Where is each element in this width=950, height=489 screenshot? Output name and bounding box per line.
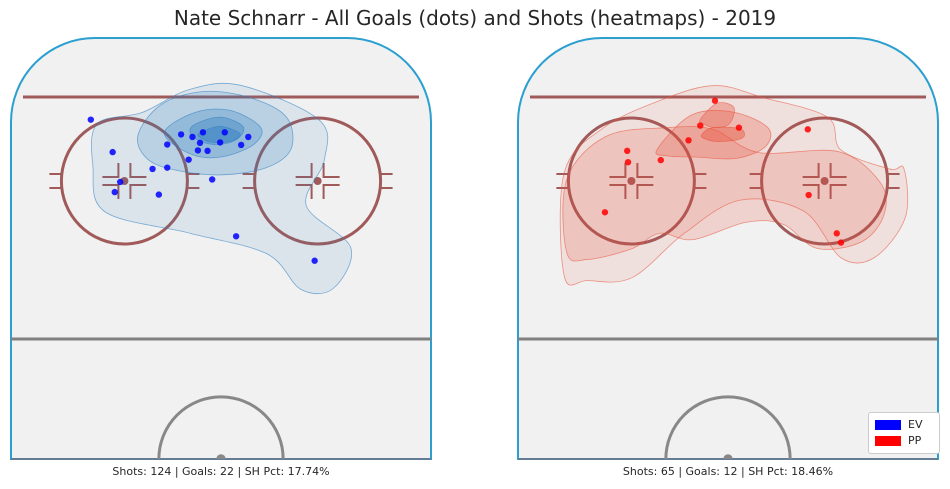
goal-dot <box>601 209 609 216</box>
goal-dot <box>189 133 196 141</box>
pp-rink-panel <box>517 37 939 460</box>
faceoff-circle-right <box>760 116 890 246</box>
hash-mark <box>322 184 340 199</box>
heatmap-level-5 <box>197 126 241 144</box>
rink-boards <box>10 37 432 460</box>
goal-dot <box>657 156 664 164</box>
faceoff-circle-right <box>253 116 383 246</box>
goal-dot <box>237 141 245 149</box>
goal-dot <box>735 124 743 131</box>
hash-mark <box>829 163 847 178</box>
goal-dot <box>232 233 240 240</box>
faceoff-circle-left <box>59 116 189 246</box>
goal-dot <box>111 188 118 196</box>
goal-dot <box>149 165 156 173</box>
goal-dot <box>624 158 632 166</box>
heatmap-level-3 <box>163 108 263 159</box>
goal-dot <box>311 257 318 264</box>
legend-swatch-ev <box>875 420 901 430</box>
goal-dot <box>697 122 704 129</box>
center-circle <box>664 395 792 460</box>
goal-dot <box>245 133 252 141</box>
goal-dot <box>199 129 207 136</box>
goal-dot <box>196 139 204 147</box>
hash-mark <box>322 163 340 178</box>
goal-dot <box>117 178 124 186</box>
center-dot <box>723 454 733 460</box>
heatmap-level-3 <box>655 110 772 160</box>
goal-dot <box>624 147 631 155</box>
center-circle <box>157 395 285 460</box>
hash-mark <box>102 184 120 199</box>
hash-mark <box>829 184 847 199</box>
heatmap-level-1 <box>559 85 909 286</box>
figure-title: Nate Schnarr - All Goals (dots) and Shot… <box>173 6 777 30</box>
faceoff-dot <box>820 177 829 185</box>
heatmap-level-5 <box>700 126 745 142</box>
heatmap-level-4 <box>699 102 735 129</box>
legend-swatch-pp <box>875 436 901 446</box>
rink-boards <box>517 37 939 460</box>
goal-dot <box>837 239 845 246</box>
heatmap-level-1 <box>91 82 353 295</box>
hash-mark <box>102 163 120 178</box>
ev-rink-panel <box>10 37 432 460</box>
goal-dot <box>194 147 202 154</box>
hash-mark <box>129 163 147 178</box>
pp-caption: Shots: 65 | Goals: 12 | SH Pct: 18.46% <box>622 465 834 478</box>
hash-mark <box>802 184 820 199</box>
goal-dot <box>221 129 228 136</box>
goal-dot <box>155 191 163 198</box>
goal-dot <box>711 97 719 104</box>
hash-mark <box>295 163 313 178</box>
goal-dot <box>804 126 811 133</box>
goal-dot <box>216 139 224 146</box>
goal-dot <box>164 141 171 148</box>
goal-dot <box>185 156 192 163</box>
ev-caption: Shots: 124 | Goals: 22 | SH Pct: 17.74% <box>112 465 330 478</box>
hash-mark <box>609 184 627 199</box>
goal-dot <box>204 147 211 155</box>
legend: EV PP <box>868 412 940 454</box>
goal-dot <box>685 137 692 144</box>
hash-mark <box>609 163 627 178</box>
goal-dot <box>805 191 812 199</box>
legend-label-ev: EV <box>908 418 923 431</box>
hash-mark <box>129 184 147 199</box>
goal-dot <box>208 176 216 183</box>
faceoff-dot <box>627 177 636 185</box>
hash-mark <box>802 163 820 178</box>
goal-dot <box>164 164 171 171</box>
hash-mark <box>636 163 654 178</box>
legend-label-pp: PP <box>908 434 922 447</box>
goal-dot <box>177 131 185 138</box>
hash-mark <box>636 184 654 199</box>
faceoff-circle-left <box>566 116 696 246</box>
goal-dot <box>833 230 840 237</box>
center-dot <box>216 454 226 460</box>
heatmap-level-2 <box>562 126 887 262</box>
goal-dot <box>87 116 95 123</box>
goal-dot <box>109 148 116 156</box>
